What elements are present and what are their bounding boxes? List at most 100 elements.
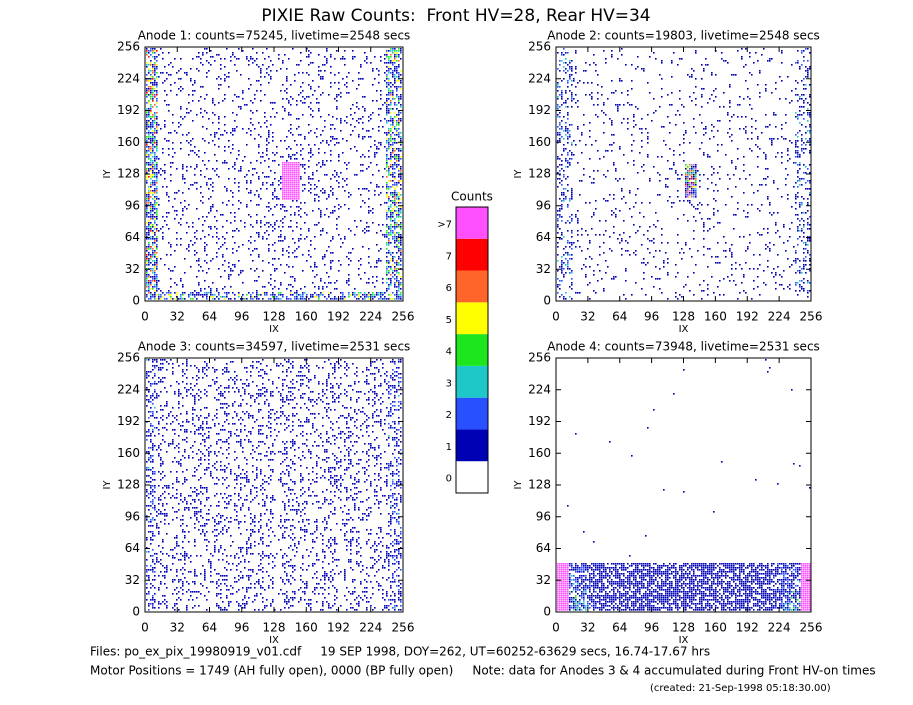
count-texture <box>146 50 402 300</box>
x-tick-label: 128 <box>672 310 695 324</box>
x-tick-label: 96 <box>644 310 659 324</box>
y-tick-label: 256 <box>117 351 140 365</box>
x-tick-label: 256 <box>392 310 415 324</box>
colorbar-label: 0 <box>446 474 452 485</box>
y-axis-label: IY <box>102 480 113 490</box>
y-tick-label: 0 <box>543 294 551 308</box>
x-tick-label: 0 <box>552 310 560 324</box>
count-texture <box>685 170 697 194</box>
colorbar-cell <box>456 365 488 398</box>
y-tick-label: 96 <box>536 198 551 212</box>
x-tick-label: 0 <box>141 621 149 635</box>
y-tick-label: 0 <box>132 294 140 308</box>
panel: Anode 2: counts=19803, livetime=2548 sec… <box>513 29 822 336</box>
y-tick-label: 192 <box>528 103 551 117</box>
count-texture <box>557 48 811 300</box>
colorbar-label: 4 <box>446 347 452 358</box>
colorbar-label: 7 <box>446 251 452 262</box>
x-tick-label: 64 <box>612 310 627 324</box>
footer-note: (created: 21-Sep-1998 05:18:30.00) <box>650 683 831 694</box>
count-texture <box>685 164 697 196</box>
x-tick-label: 256 <box>392 621 415 635</box>
y-tick-label: 128 <box>528 478 551 492</box>
count-texture <box>557 48 811 296</box>
footer-line: Files: po_ex_pix_19980919_v01.cdf 19 SEP… <box>90 645 710 659</box>
x-axis-label: IX <box>269 635 279 646</box>
count-texture <box>282 162 300 200</box>
colorbar-cell <box>456 270 488 303</box>
colorbar-label: >7 <box>437 219 452 230</box>
x-axis-label: IX <box>269 324 279 335</box>
y-tick-label: 32 <box>125 573 140 587</box>
count-texture <box>146 359 402 611</box>
y-tick-label: 160 <box>117 446 140 460</box>
count-texture <box>567 359 811 611</box>
count-texture <box>146 359 402 611</box>
plot-frame <box>144 46 404 302</box>
y-tick-label: 64 <box>125 541 140 555</box>
y-tick-label: 64 <box>125 230 140 244</box>
y-tick-label: 128 <box>117 478 140 492</box>
colorbar-cell <box>456 302 488 335</box>
y-tick-label: 256 <box>528 351 551 365</box>
x-tick-label: 192 <box>736 621 759 635</box>
x-tick-label: 256 <box>800 621 823 635</box>
x-tick-label: 32 <box>170 310 185 324</box>
x-tick-label: 64 <box>612 621 627 635</box>
count-texture <box>146 48 402 300</box>
panel-title: Anode 3: counts=34597, livetime=2531 sec… <box>138 340 411 354</box>
count-texture <box>569 563 801 611</box>
colorbar-label: 2 <box>446 410 452 421</box>
footer-line: Motor Positions = 1749 (AH fully open), … <box>90 664 876 678</box>
y-tick-label: 224 <box>117 71 140 85</box>
y-tick-label: 128 <box>117 167 140 181</box>
y-tick-label: 96 <box>536 509 551 523</box>
colorbar-frame <box>455 206 489 494</box>
x-tick-label: 160 <box>295 621 318 635</box>
y-tick-label: 224 <box>528 71 551 85</box>
colorbar-cell <box>456 397 488 430</box>
y-tick-label: 160 <box>117 135 140 149</box>
y-axis-label: IY <box>513 169 524 179</box>
panel: Anode 4: counts=73948, livetime=2531 sec… <box>513 340 822 647</box>
x-tick-label: 64 <box>202 621 217 635</box>
x-tick-label: 224 <box>768 621 791 635</box>
colorbar-label: 5 <box>446 315 452 326</box>
x-tick-label: 256 <box>800 310 823 324</box>
y-tick-label: 256 <box>117 40 140 54</box>
x-tick-label: 128 <box>672 621 695 635</box>
count-texture <box>146 50 158 282</box>
plot-frame <box>555 46 812 302</box>
count-texture <box>146 48 402 300</box>
page-title: PIXIE Raw Counts: Front HV=28, Rear HV=3… <box>261 6 650 26</box>
x-tick-label: 32 <box>170 621 185 635</box>
y-tick-label: 64 <box>536 541 551 555</box>
colorbar-cell <box>456 429 488 462</box>
x-tick-label: 32 <box>580 621 595 635</box>
count-texture <box>146 50 402 300</box>
y-tick-label: 256 <box>528 40 551 54</box>
y-axis-label: IY <box>102 169 113 179</box>
count-texture <box>799 607 801 609</box>
y-tick-label: 32 <box>536 573 551 587</box>
x-tick-label: 192 <box>327 621 350 635</box>
colorbar-title: Counts <box>451 190 493 204</box>
plot-frame <box>144 357 404 613</box>
x-tick-label: 160 <box>704 310 727 324</box>
count-texture <box>685 164 697 198</box>
x-tick-label: 96 <box>234 621 249 635</box>
x-tick-label: 64 <box>202 310 217 324</box>
y-tick-label: 0 <box>543 605 551 619</box>
colorbar-label: 6 <box>446 283 452 294</box>
y-axis-label: IY <box>513 480 524 490</box>
count-texture <box>146 50 402 294</box>
y-tick-label: 192 <box>528 414 551 428</box>
x-tick-label: 224 <box>768 310 791 324</box>
x-tick-label: 96 <box>234 310 249 324</box>
panel: Anode 3: counts=34597, livetime=2531 sec… <box>102 340 414 647</box>
x-tick-label: 32 <box>580 310 595 324</box>
count-texture <box>557 58 811 298</box>
x-tick-label: 160 <box>704 621 727 635</box>
y-tick-label: 64 <box>536 230 551 244</box>
